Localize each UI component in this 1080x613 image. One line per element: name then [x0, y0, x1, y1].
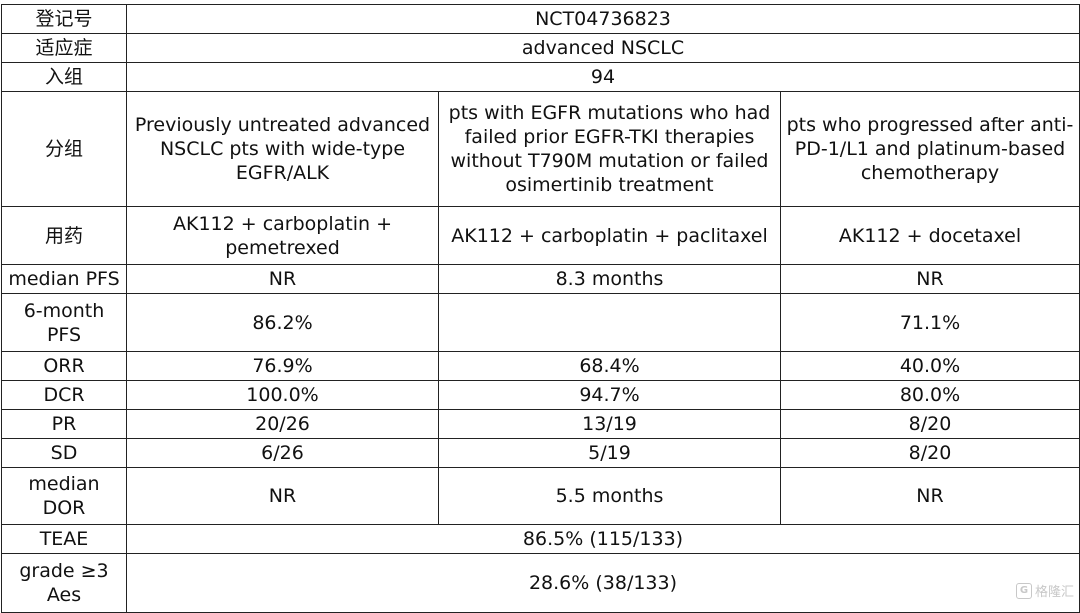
enrolled-count: 94 — [126, 62, 1080, 92]
row-drugs: 用药 AK112 + carboplatin + pemetrexed AK11… — [1, 206, 1080, 265]
row-median-pfs: median PFS NR 8.3 months NR — [1, 264, 1080, 294]
registration-number: NCT04736823 — [126, 4, 1080, 34]
row-6month-pfs: 6-month PFS 86.2% 71.1% — [1, 293, 1080, 352]
row-dcr: DCR 100.0% 94.7% 80.0% — [1, 380, 1080, 410]
row-orr: ORR 76.9% 68.4% 40.0% — [1, 351, 1080, 381]
drug-cell: AK112 + carboplatin + paclitaxel — [438, 206, 781, 265]
value-cell: 13/19 — [438, 409, 781, 439]
row-label: 分组 — [1, 91, 127, 207]
value-cell: 5/19 — [438, 438, 781, 468]
row-groups: 分组 Previously untreated advanced NSCLC p… — [1, 91, 1080, 207]
indication-value: advanced NSCLC — [126, 33, 1080, 63]
value-cell: 76.9% — [126, 351, 439, 381]
row-label: 用药 — [1, 206, 127, 265]
value-cell — [438, 293, 781, 352]
row-label: 入组 — [1, 62, 127, 92]
value-cell: 8/20 — [780, 438, 1080, 468]
drug-cell: AK112 + docetaxel — [780, 206, 1080, 265]
row-label: DCR — [1, 380, 127, 410]
row-label: 适应症 — [1, 33, 127, 63]
value-cell: 40.0% — [780, 351, 1080, 381]
grade3-value: 28.6% (38/133) — [126, 553, 1080, 613]
row-label: median DOR — [1, 467, 127, 525]
value-cell: 80.0% — [780, 380, 1080, 410]
gelonghui-logo-icon: G — [1015, 582, 1032, 599]
watermark: G 格隆汇 — [1015, 581, 1074, 600]
row-teae: TEAE 86.5% (115/133) — [1, 524, 1080, 554]
row-label: 6-month PFS — [1, 293, 127, 352]
value-cell: NR — [126, 264, 439, 294]
value-cell: 8/20 — [780, 409, 1080, 439]
row-label: ORR — [1, 351, 127, 381]
value-cell: NR — [780, 264, 1080, 294]
row-label: PR — [1, 409, 127, 439]
group-cell: pts who progressed after anti-PD-1/L1 an… — [780, 91, 1080, 207]
row-median-dor: median DOR NR 5.5 months NR — [1, 467, 1080, 525]
row-label: grade ≥3 Aes — [1, 553, 127, 613]
row-label: TEAE — [1, 524, 127, 554]
value-cell: 94.7% — [438, 380, 781, 410]
row-pr: PR 20/26 13/19 8/20 — [1, 409, 1080, 439]
value-cell: 71.1% — [780, 293, 1080, 352]
value-cell: 100.0% — [126, 380, 439, 410]
row-sd: SD 6/26 5/19 8/20 — [1, 438, 1080, 468]
value-cell: 8.3 months — [438, 264, 781, 294]
drug-cell: AK112 + carboplatin + pemetrexed — [126, 206, 439, 265]
value-cell: 86.2% — [126, 293, 439, 352]
row-label: 登记号 — [1, 4, 127, 34]
value-cell: 20/26 — [126, 409, 439, 439]
group-cell: Previously untreated advanced NSCLC pts … — [126, 91, 439, 207]
value-cell: 6/26 — [126, 438, 439, 468]
row-registration: 登记号 NCT04736823 — [1, 4, 1080, 34]
value-cell: 5.5 months — [438, 467, 781, 525]
value-cell: NR — [126, 467, 439, 525]
row-indication: 适应症 advanced NSCLC — [1, 33, 1080, 63]
teae-value: 86.5% (115/133) — [126, 524, 1080, 554]
value-cell: 68.4% — [438, 351, 781, 381]
row-enrolled: 入组 94 — [1, 62, 1080, 92]
row-grade3-aes: grade ≥3 Aes 28.6% (38/133) — [1, 553, 1080, 613]
row-label: SD — [1, 438, 127, 468]
value-cell: NR — [780, 467, 1080, 525]
group-cell: pts with EGFR mutations who had failed p… — [438, 91, 781, 207]
row-label: median PFS — [1, 264, 127, 294]
watermark-text: 格隆汇 — [1034, 585, 1074, 600]
trial-results-table: 登记号 NCT04736823 适应症 advanced NSCLC 入组 94… — [1, 4, 1080, 613]
